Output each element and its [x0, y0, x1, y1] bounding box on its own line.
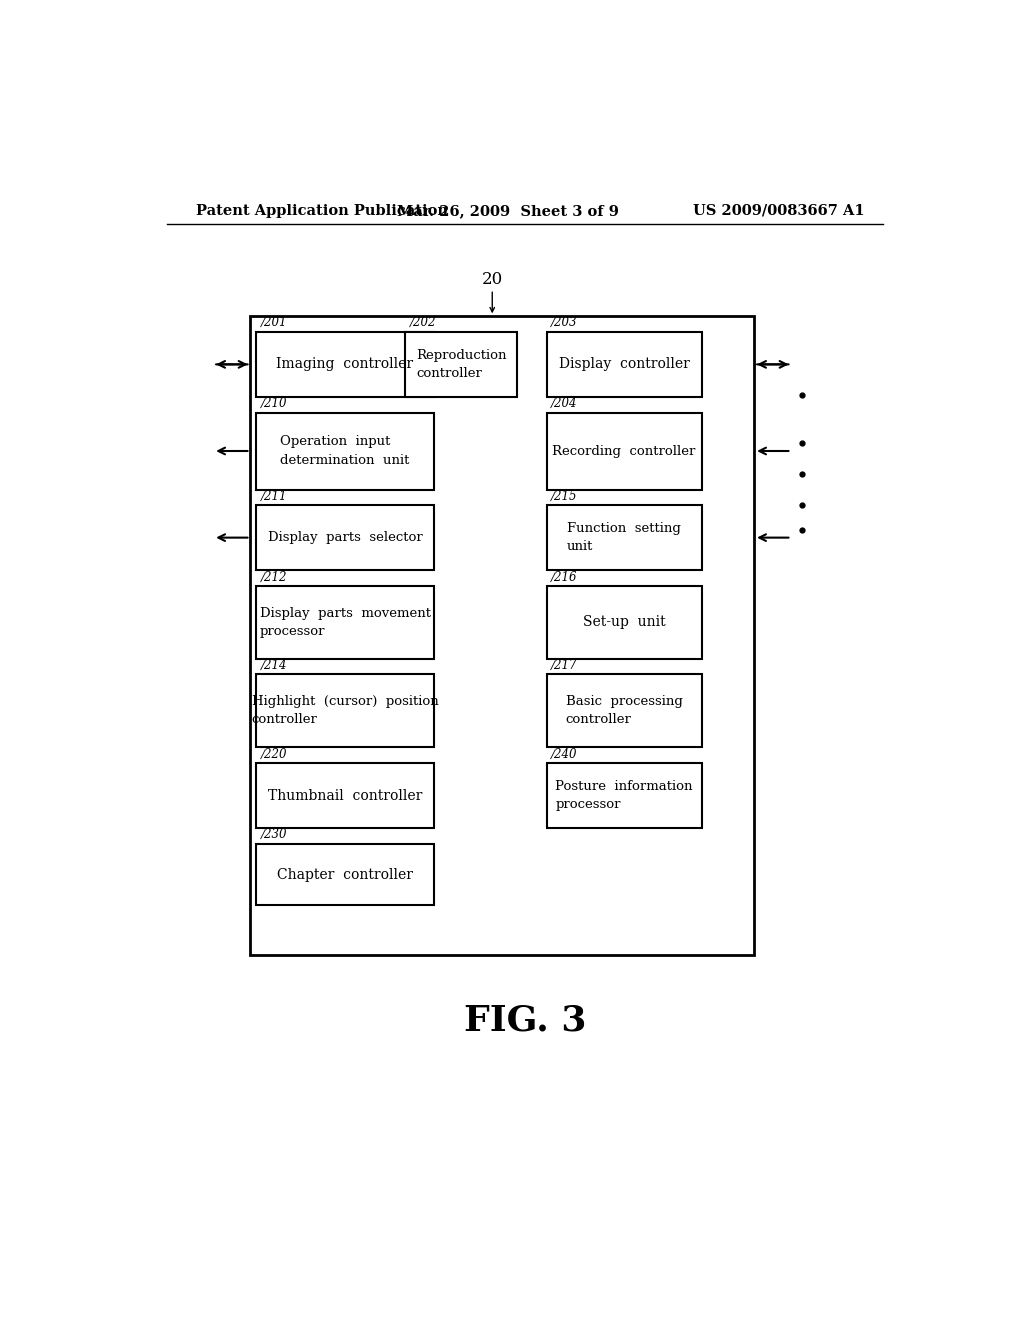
- Bar: [251, 317, 755, 956]
- Bar: [256, 763, 434, 829]
- Text: ∕214: ∕214: [260, 659, 287, 672]
- Bar: [406, 331, 517, 397]
- Text: ∕230: ∕230: [260, 829, 287, 841]
- Text: ∕204: ∕204: [551, 397, 578, 411]
- Bar: [256, 412, 434, 490]
- Bar: [256, 675, 434, 747]
- Bar: [547, 506, 701, 570]
- Text: ∕203: ∕203: [551, 317, 578, 330]
- Text: ∕211: ∕211: [260, 490, 287, 503]
- Text: ∕220: ∕220: [260, 747, 287, 760]
- Bar: [256, 586, 434, 659]
- Bar: [547, 331, 701, 397]
- Text: ∕212: ∕212: [260, 570, 287, 583]
- Bar: [547, 675, 701, 747]
- Text: Posture  information
processor: Posture information processor: [555, 780, 693, 810]
- Text: FIG. 3: FIG. 3: [464, 1003, 586, 1038]
- Text: Display  parts  movement
processor: Display parts movement processor: [259, 607, 430, 638]
- Text: Set-up  unit: Set-up unit: [583, 615, 666, 630]
- Text: ∕217: ∕217: [551, 659, 578, 672]
- Text: Recording  controller: Recording controller: [552, 445, 695, 458]
- Bar: [547, 586, 701, 659]
- Text: ∕202: ∕202: [410, 317, 436, 330]
- Text: Function  setting
unit: Function setting unit: [567, 523, 681, 553]
- Bar: [256, 843, 434, 906]
- Text: ∕210: ∕210: [260, 397, 287, 411]
- Text: Patent Application Publication: Patent Application Publication: [197, 203, 449, 218]
- Text: Display  parts  selector: Display parts selector: [267, 531, 422, 544]
- Text: Highlight  (cursor)  position
controller: Highlight (cursor) position controller: [252, 696, 438, 726]
- Bar: [256, 331, 434, 397]
- Text: Display  controller: Display controller: [558, 358, 689, 371]
- Text: Thumbnail  controller: Thumbnail controller: [268, 788, 422, 803]
- Text: Basic  processing
controller: Basic processing controller: [565, 696, 682, 726]
- Text: ∕201: ∕201: [260, 317, 287, 330]
- Bar: [547, 412, 701, 490]
- Text: 20: 20: [481, 271, 503, 288]
- Text: US 2009/0083667 A1: US 2009/0083667 A1: [692, 203, 864, 218]
- Bar: [547, 763, 701, 829]
- Text: ∕216: ∕216: [551, 570, 578, 583]
- Text: ∕215: ∕215: [551, 490, 578, 503]
- Bar: [256, 506, 434, 570]
- Text: Imaging  controller: Imaging controller: [276, 358, 414, 371]
- Text: Reproduction
controller: Reproduction controller: [416, 348, 507, 380]
- Text: Mar. 26, 2009  Sheet 3 of 9: Mar. 26, 2009 Sheet 3 of 9: [397, 203, 618, 218]
- Text: Chapter  controller: Chapter controller: [278, 867, 413, 882]
- Text: Operation  input
determination  unit: Operation input determination unit: [281, 436, 410, 466]
- Text: ∕240: ∕240: [551, 747, 578, 760]
